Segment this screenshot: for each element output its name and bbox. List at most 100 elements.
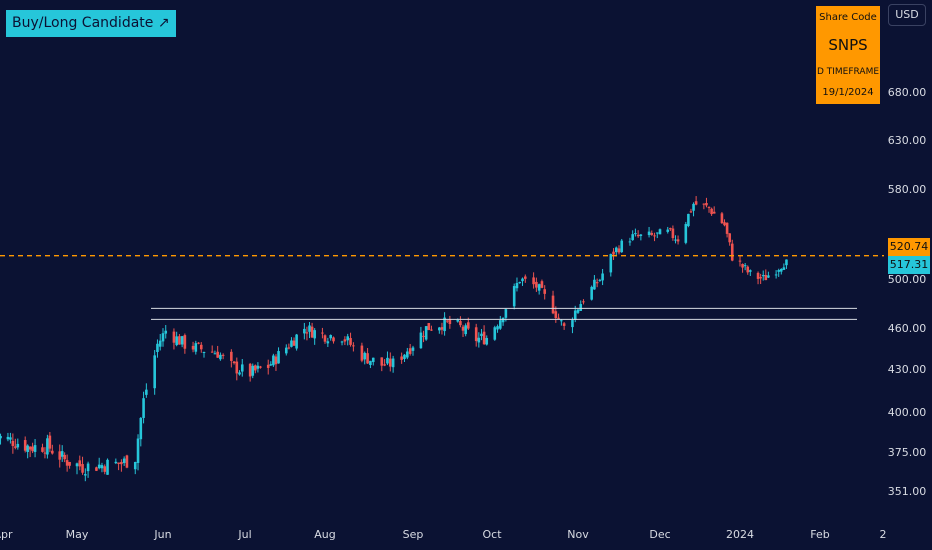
candle-body bbox=[666, 229, 670, 232]
x-axis[interactable]: Apr May Jun Jul Aug Sep Oct Nov Dec 2024 Feb 2 bbox=[0, 528, 887, 541]
y-tick-label: 400.00 bbox=[888, 406, 927, 419]
candle-body bbox=[290, 340, 293, 347]
candle-body bbox=[391, 358, 395, 368]
candle bbox=[692, 202, 695, 217]
candle-body bbox=[303, 328, 306, 334]
candle bbox=[287, 343, 291, 350]
candle-body bbox=[562, 323, 566, 326]
candle bbox=[554, 306, 558, 323]
candle bbox=[543, 285, 547, 300]
candle-body bbox=[274, 356, 278, 365]
y-axis[interactable]: 351.00 375.00 400.00 430.00 460.00 500.00 580.… bbox=[888, 86, 927, 498]
candle-body bbox=[213, 353, 217, 355]
candle bbox=[406, 347, 409, 360]
candle bbox=[676, 235, 680, 245]
x-tick-label: Sep bbox=[403, 528, 424, 541]
candle bbox=[560, 319, 563, 326]
candle bbox=[653, 232, 656, 242]
candle bbox=[329, 334, 332, 341]
candle-body bbox=[232, 361, 236, 364]
candle bbox=[515, 277, 519, 292]
candle-body bbox=[639, 234, 643, 237]
candle-body bbox=[366, 353, 369, 364]
candle-body bbox=[383, 364, 386, 366]
candle bbox=[323, 334, 327, 344]
candle-body bbox=[161, 333, 165, 342]
candle bbox=[369, 360, 372, 369]
candle bbox=[612, 248, 615, 260]
candle-body bbox=[117, 462, 120, 464]
candle bbox=[440, 322, 444, 335]
candle-body bbox=[779, 269, 783, 272]
candle-body bbox=[343, 339, 347, 342]
candle-body bbox=[532, 277, 535, 285]
candle-body bbox=[518, 282, 522, 284]
candle bbox=[485, 335, 489, 346]
candle bbox=[756, 271, 760, 285]
candle bbox=[746, 265, 750, 275]
candle-body bbox=[655, 232, 659, 234]
candle bbox=[349, 332, 352, 347]
candle bbox=[63, 452, 66, 463]
candle bbox=[598, 278, 602, 282]
y-tick-label: 430.00 bbox=[888, 363, 927, 376]
share-code-label: Share Code bbox=[819, 12, 877, 23]
candle bbox=[248, 362, 252, 382]
candle-body bbox=[16, 443, 20, 448]
candle-body bbox=[277, 351, 280, 364]
candle bbox=[639, 233, 643, 241]
candle-body bbox=[153, 355, 156, 389]
candle-body bbox=[81, 464, 84, 473]
candle bbox=[284, 344, 288, 356]
candle-body bbox=[75, 463, 79, 467]
candle-body bbox=[0, 435, 2, 439]
candle-body bbox=[400, 356, 403, 360]
candle-body bbox=[515, 282, 519, 289]
candle-body bbox=[210, 351, 214, 353]
candle bbox=[346, 333, 350, 346]
candle-body bbox=[614, 247, 618, 253]
candle-body bbox=[272, 355, 275, 366]
candle bbox=[303, 322, 306, 340]
candle bbox=[430, 325, 433, 331]
candle bbox=[464, 323, 467, 337]
candle bbox=[145, 383, 148, 398]
candle-body bbox=[474, 327, 478, 342]
candle-body bbox=[308, 325, 311, 332]
candle-body bbox=[305, 332, 309, 334]
candle-body bbox=[692, 203, 695, 211]
candle-body bbox=[6, 436, 10, 440]
buy-long-candidate-badge[interactable]: Buy/Long Candidate ↗ bbox=[6, 10, 176, 37]
candle-body bbox=[194, 343, 198, 352]
candle bbox=[14, 438, 17, 450]
candle bbox=[46, 434, 49, 459]
x-tick-label: Nov bbox=[567, 528, 589, 541]
candle bbox=[628, 237, 632, 246]
currency-button[interactable]: USD bbox=[888, 4, 926, 26]
candle bbox=[445, 319, 449, 324]
candle-body bbox=[340, 341, 344, 343]
candle bbox=[422, 330, 425, 343]
candle-body bbox=[199, 344, 203, 350]
candle-body bbox=[785, 259, 788, 266]
candle bbox=[16, 438, 20, 450]
candle-body bbox=[51, 450, 54, 454]
candle-body bbox=[653, 235, 656, 237]
candle-body bbox=[746, 266, 750, 273]
candle-body bbox=[593, 279, 596, 290]
candle bbox=[216, 345, 219, 358]
candle bbox=[321, 327, 324, 339]
candle-body bbox=[65, 460, 69, 466]
x-tick-label: Oct bbox=[482, 528, 502, 541]
candle bbox=[235, 357, 239, 381]
candle-body bbox=[551, 295, 555, 314]
candle-body bbox=[240, 364, 244, 372]
candle-body bbox=[142, 398, 145, 418]
candle-body bbox=[106, 459, 109, 475]
candle bbox=[326, 337, 330, 347]
x-tick-label: May bbox=[66, 528, 89, 541]
candle-body bbox=[676, 239, 680, 242]
candle-body bbox=[650, 232, 654, 235]
candle-body bbox=[430, 329, 433, 331]
